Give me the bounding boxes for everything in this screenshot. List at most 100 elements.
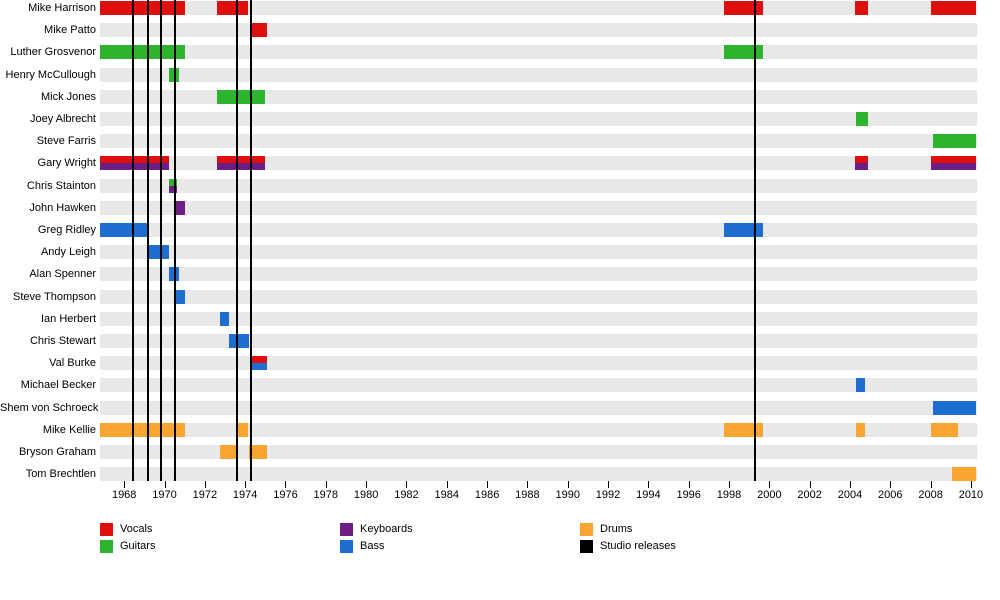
member-name-label: Ian Herbert (40, 312, 96, 325)
axis-tick (325, 481, 327, 488)
timeline-row-stripe (100, 23, 977, 38)
legend-swatch-guitars (100, 540, 113, 553)
tenure-bar (216, 1, 249, 15)
legend-label: Drums (600, 523, 633, 535)
axis-tick (809, 481, 811, 488)
axis-tick (769, 481, 771, 488)
role-stripe-drums (219, 445, 239, 459)
member-name-label: Mike Kellie (42, 423, 96, 436)
timeline-row-stripe (100, 134, 977, 149)
legend-label: Vocals (120, 523, 153, 535)
tenure-bar (238, 422, 249, 437)
tenure-bar (932, 400, 976, 415)
member-name-label: Mike Patto (44, 24, 96, 37)
role-stripe-vocals (855, 1, 869, 15)
tenure-bar (216, 156, 266, 171)
axis-tick-label: 1986 (474, 489, 500, 501)
studio-release-line (173, 0, 176, 481)
timeline-row-stripe (100, 267, 977, 282)
tenure-bar (723, 45, 764, 60)
tenure-bar (932, 134, 976, 149)
axis-tick (285, 481, 287, 488)
legend-label: Guitars (120, 540, 156, 552)
role-stripe-keyboards (100, 163, 169, 171)
tenure-bar (100, 45, 185, 60)
axis-tick-label: 1972 (192, 489, 218, 501)
timeline-row-stripe (100, 223, 977, 237)
axis-tick (406, 481, 408, 488)
timeline-row-stripe (100, 89, 977, 104)
role-stripe-vocals (216, 1, 249, 15)
axis-tick-label: 2000 (757, 489, 782, 501)
timeline-row-stripe (100, 445, 977, 459)
axis-tick-label: 2008 (918, 489, 943, 501)
axis-tick (970, 481, 972, 488)
axis-tick-label: 2002 (797, 489, 822, 501)
axis-tick (204, 481, 206, 488)
axis-tick (487, 481, 489, 488)
role-stripe-bass (100, 223, 149, 237)
member-name-label: Andy Leigh (40, 246, 96, 259)
member-name-label: Chris Stainton (26, 179, 96, 192)
timeline-row-stripe (100, 311, 977, 326)
axis-tick-label: 1996 (676, 489, 701, 501)
member-name-label: Bryson Graham (18, 446, 96, 458)
member-name-label: Greg Ridley (37, 224, 96, 236)
tenure-bar (930, 1, 976, 15)
tenure-bar (148, 245, 169, 260)
timeline-row-stripe (100, 45, 977, 60)
tenure-bar (930, 422, 958, 437)
tenure-bar (100, 1, 185, 15)
member-name-label: Shem von Schroeck (0, 401, 99, 414)
axis-tick-label: 1968 (111, 489, 137, 501)
member-name-label: Mick Jones (40, 90, 96, 103)
role-stripe-drums (249, 445, 268, 459)
tenure-bar (100, 156, 169, 171)
role-stripe-vocals (930, 156, 976, 164)
role-stripe-bass (932, 400, 976, 415)
studio-release-line (754, 0, 757, 481)
tenure-bar (855, 156, 869, 171)
role-stripe-keyboards (168, 185, 177, 193)
timeline-row-stripe (100, 422, 977, 437)
tenure-bar (930, 156, 976, 171)
axis-tick-label: 1984 (434, 489, 460, 501)
tenure-bar (723, 422, 764, 437)
axis-tick-label: 2006 (878, 489, 903, 501)
axis-tick (648, 481, 650, 488)
axis-tick (608, 481, 610, 488)
role-stripe-bass (174, 289, 185, 304)
timeline-row-stripe (100, 334, 977, 348)
member-name-label: Joey Albrecht (29, 113, 96, 125)
role-stripe-guitars (216, 89, 266, 104)
role-stripe-bass (219, 311, 230, 326)
axis-tick-label: 1988 (515, 489, 540, 501)
axis-tick (164, 481, 166, 488)
axis-tick (567, 481, 569, 488)
axis-tick (366, 481, 368, 488)
tenure-bar (856, 112, 869, 126)
tenure-bar (174, 200, 185, 215)
role-stripe-vocals (251, 23, 268, 38)
role-stripe-bass (229, 334, 250, 348)
role-stripe-keyboards (174, 200, 185, 215)
role-stripe-vocals (100, 1, 185, 15)
tenure-bar (856, 422, 866, 437)
timeline-row-stripe (100, 400, 977, 415)
tenure-bar (168, 178, 177, 193)
role-stripe-guitars (100, 45, 185, 60)
legend-label: Bass (360, 540, 385, 552)
role-stripe-drums (238, 422, 249, 437)
axis-tick-label: 1976 (273, 489, 298, 501)
role-stripe-vocals (251, 356, 268, 364)
member-name-label: Alan Spenner (29, 268, 96, 281)
role-stripe-drums (100, 422, 185, 437)
role-stripe-guitars (932, 134, 976, 149)
axis-tick-label: 1994 (636, 489, 661, 501)
tenure-bar (219, 311, 230, 326)
member-name-label: Michael Becker (20, 379, 96, 392)
role-stripe-drums (951, 467, 976, 482)
tenure-bar (168, 267, 179, 282)
timeline-row-stripe (100, 356, 977, 371)
